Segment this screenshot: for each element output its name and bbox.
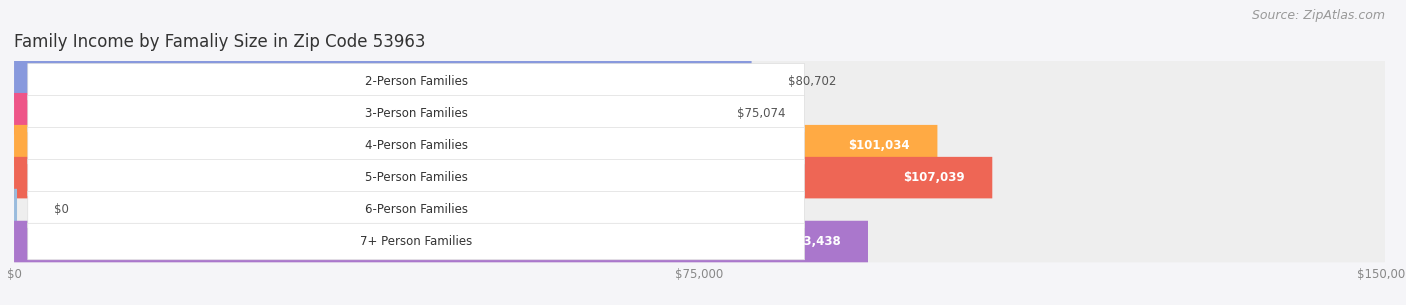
Text: $0: $0 (53, 203, 69, 216)
Text: $80,702: $80,702 (789, 75, 837, 88)
FancyBboxPatch shape (14, 157, 993, 198)
Text: $101,034: $101,034 (848, 139, 910, 152)
FancyBboxPatch shape (14, 221, 1385, 262)
FancyBboxPatch shape (14, 189, 17, 230)
Text: 3-Person Families: 3-Person Families (364, 107, 468, 120)
Text: $93,438: $93,438 (787, 235, 841, 248)
Text: Family Income by Famaliy Size in Zip Code 53963: Family Income by Famaliy Size in Zip Cod… (14, 33, 426, 51)
FancyBboxPatch shape (14, 93, 700, 135)
Text: 7+ Person Families: 7+ Person Families (360, 235, 472, 248)
Text: Source: ZipAtlas.com: Source: ZipAtlas.com (1251, 9, 1385, 22)
FancyBboxPatch shape (14, 61, 752, 102)
FancyBboxPatch shape (28, 160, 804, 196)
Text: $107,039: $107,039 (903, 171, 965, 184)
FancyBboxPatch shape (14, 125, 1385, 167)
FancyBboxPatch shape (14, 93, 1385, 135)
FancyBboxPatch shape (14, 61, 1385, 102)
FancyBboxPatch shape (14, 221, 868, 262)
FancyBboxPatch shape (14, 189, 1385, 230)
Text: $75,074: $75,074 (737, 107, 785, 120)
FancyBboxPatch shape (14, 157, 1385, 198)
FancyBboxPatch shape (28, 191, 804, 228)
Text: 5-Person Families: 5-Person Families (364, 171, 468, 184)
Text: 6-Person Families: 6-Person Families (364, 203, 468, 216)
Text: 4-Person Families: 4-Person Families (364, 139, 468, 152)
FancyBboxPatch shape (28, 127, 804, 164)
FancyBboxPatch shape (28, 95, 804, 132)
FancyBboxPatch shape (28, 223, 804, 260)
FancyBboxPatch shape (28, 63, 804, 100)
Text: 2-Person Families: 2-Person Families (364, 75, 468, 88)
FancyBboxPatch shape (14, 125, 938, 167)
